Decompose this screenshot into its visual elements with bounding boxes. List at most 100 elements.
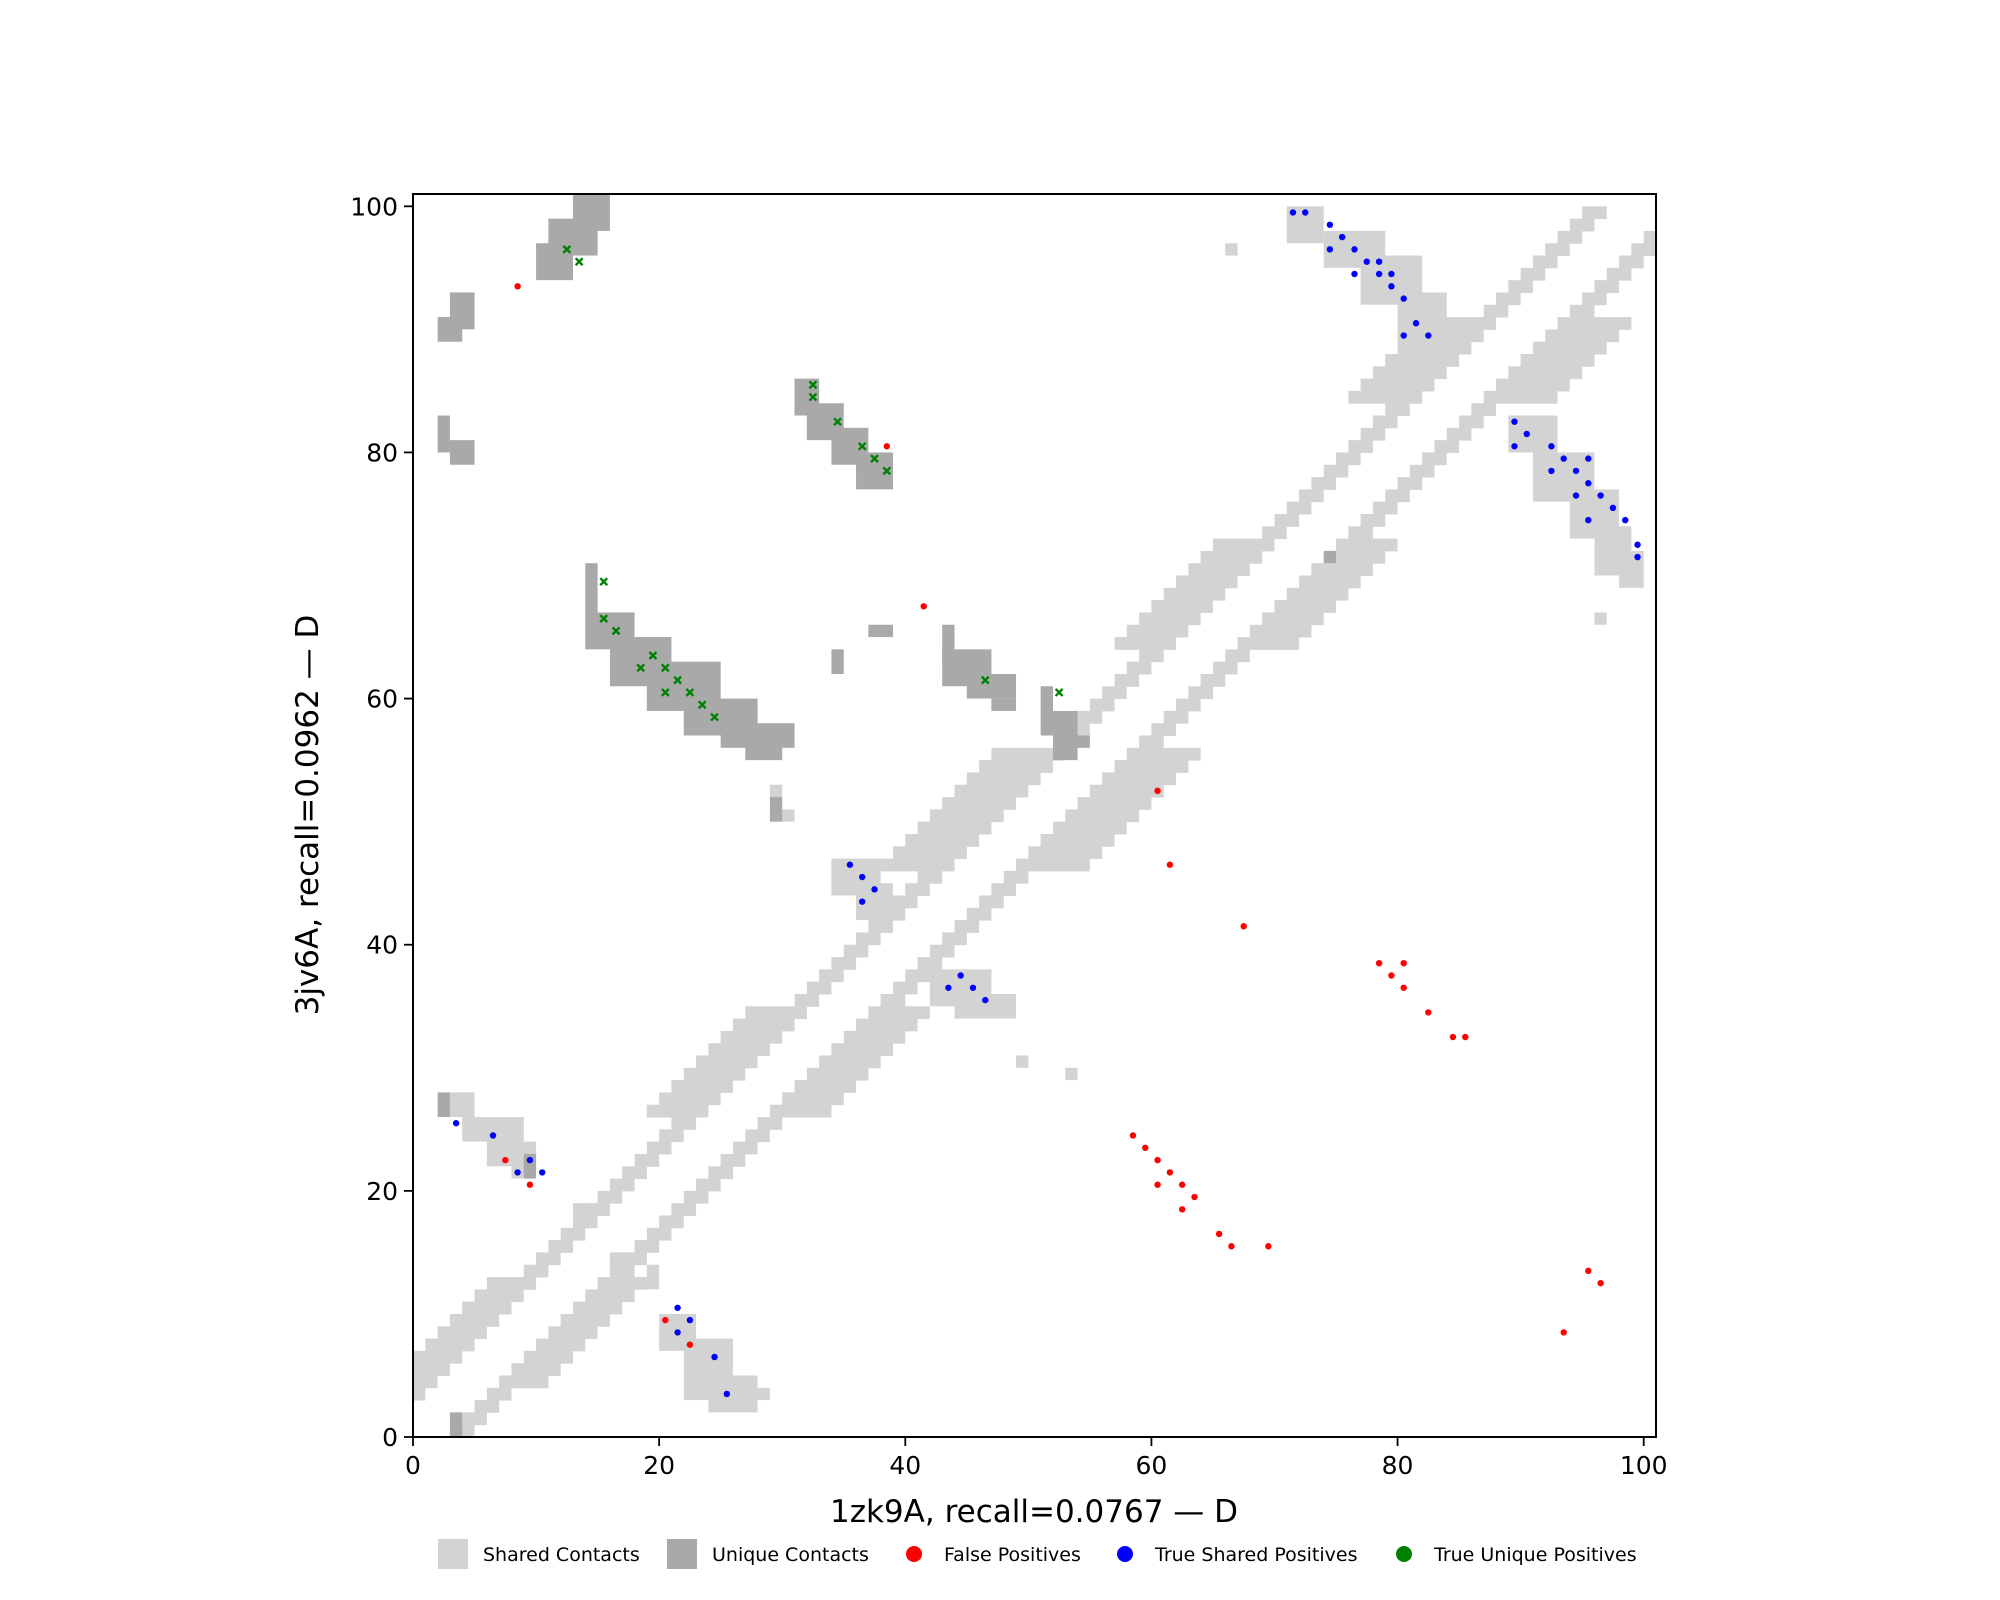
shared-contact-diagonal-cell bbox=[1237, 637, 1300, 650]
x-tick-label: 100 bbox=[1620, 1451, 1668, 1480]
shared-contact-diagonal-cell bbox=[609, 1178, 635, 1192]
shared-contact-diagonal-cell bbox=[1459, 415, 1484, 429]
false-positive-point bbox=[1142, 1144, 1149, 1151]
shared-contact-diagonal-cell bbox=[425, 1338, 475, 1352]
shared-contact-diagonal-cell bbox=[1003, 870, 1029, 884]
shared-contact-diagonal-cell bbox=[659, 1129, 684, 1143]
legend-item: True Shared Positives bbox=[1117, 1544, 1357, 1566]
shared-contact-diagonal-cell bbox=[979, 895, 1004, 909]
unique-contact-cell bbox=[745, 735, 783, 761]
shared-contact-diagonal-cell bbox=[1372, 501, 1398, 515]
shared-contact-diagonal-cell bbox=[683, 1067, 746, 1081]
shared-contact-diagonal-cell bbox=[1446, 427, 1472, 441]
shared-contact-diagonal-cell bbox=[572, 1215, 598, 1229]
shared-contact-diagonal-cell bbox=[1028, 846, 1103, 860]
shared-contact-diagonal-cell bbox=[1163, 710, 1189, 724]
true-shared-positive-point bbox=[1338, 233, 1346, 241]
unique-contact-cell bbox=[1040, 686, 1053, 736]
shared-contact-diagonal-cell bbox=[511, 1363, 561, 1376]
shared-contact-diagonal-cell bbox=[1286, 587, 1349, 601]
unique-contact-cell bbox=[437, 1092, 450, 1118]
shared-contact-diagonal-cell bbox=[1336, 452, 1361, 466]
shared-contact-diagonal-cell bbox=[843, 944, 869, 958]
true-shared-positive-point bbox=[1523, 430, 1530, 438]
shared-contact-diagonal-cell bbox=[794, 993, 820, 1007]
unique-contact-cell bbox=[449, 440, 475, 465]
y-tick-label: 40 bbox=[366, 931, 398, 960]
true-shared-positive-point bbox=[982, 996, 989, 1004]
shared-contact-diagonal-cell bbox=[1200, 673, 1226, 687]
shared-contact-diagonal-cell bbox=[1508, 366, 1583, 380]
true-shared-positive-point bbox=[1351, 270, 1358, 278]
shared-contact-diagonal-cell bbox=[683, 1190, 709, 1204]
true-shared-positive-point bbox=[1302, 209, 1309, 216]
true-shared-positive-point bbox=[1634, 553, 1641, 561]
legend-swatch bbox=[1396, 1546, 1412, 1562]
true-unique-positive-point bbox=[599, 614, 609, 623]
shared-contact-diagonal-cell bbox=[1139, 649, 1164, 663]
legend-label: Unique Contacts bbox=[712, 1544, 869, 1566]
true-unique-positive-point bbox=[636, 663, 646, 673]
true-unique-positive-point bbox=[857, 441, 867, 451]
true-shared-positive-point bbox=[1572, 467, 1580, 475]
true-unique-positive-point bbox=[808, 380, 818, 390]
shared-contact-diagonal-cell bbox=[1188, 563, 1250, 577]
shared-contact-diagonal-cell bbox=[1052, 821, 1127, 835]
shared-contact-diagonal-cell bbox=[1212, 661, 1238, 675]
true-shared-positive-point bbox=[711, 1353, 718, 1361]
shared-contact-diagonal-cell bbox=[1631, 243, 1656, 257]
legend-label: True Shared Positives bbox=[1154, 1544, 1357, 1566]
true-shared-positive-point bbox=[686, 1316, 694, 1324]
legend-swatch bbox=[906, 1546, 922, 1562]
shared-contact-diagonal-cell bbox=[917, 957, 943, 970]
true-shared-positive-point bbox=[1400, 295, 1407, 302]
shared-contact-diagonal-cell bbox=[917, 821, 992, 835]
shared-contact-diagonal-cell bbox=[437, 1326, 487, 1340]
shared-contact-diagonal-cell bbox=[646, 1227, 672, 1241]
shared-contact-diagonal-cell bbox=[806, 981, 832, 995]
y-tick-label: 0 bbox=[382, 1423, 398, 1452]
shared-contact-diagonal-cell bbox=[1176, 575, 1238, 589]
shared-contact-diagonal-cell bbox=[462, 1412, 487, 1426]
shared-contact-diagonal-cell bbox=[880, 858, 955, 872]
shared-contact-diagonal-cell bbox=[745, 1129, 770, 1143]
true-shared-positive-point bbox=[1326, 221, 1334, 228]
shared-contact-diagonal-cell bbox=[1200, 550, 1263, 564]
shared-contact-diagonal-cell bbox=[1508, 280, 1533, 293]
unique-contact-cell bbox=[868, 624, 893, 638]
plot-frame bbox=[412, 193, 1657, 1438]
shared-contact-diagonal-cell bbox=[486, 1387, 512, 1401]
shared-contact-cell bbox=[646, 1264, 660, 1290]
unique-contacts-layer bbox=[437, 194, 1337, 1437]
false-positive-point bbox=[920, 603, 927, 610]
shared-contact-diagonal-cell bbox=[966, 907, 992, 921]
false-positive-point bbox=[1597, 1279, 1604, 1287]
shared-contact-diagonal-cell bbox=[1077, 710, 1103, 724]
shared-contact-diagonal-cell bbox=[769, 1104, 832, 1118]
shared-contact-diagonal-cell bbox=[1348, 526, 1373, 540]
shared-contact-diagonal-cell bbox=[1176, 698, 1201, 712]
shared-contact-diagonal-cell bbox=[708, 1043, 770, 1056]
legend-swatch bbox=[667, 1539, 697, 1569]
shared-contact-diagonal-cell bbox=[856, 1018, 918, 1032]
shared-contact-diagonal-cell bbox=[1299, 489, 1324, 503]
shared-contact-diagonal-cell bbox=[856, 932, 881, 946]
false-positive-point bbox=[883, 443, 891, 450]
shared-contact-diagonal-cell bbox=[634, 1240, 660, 1253]
shared-contact-diagonal-cell bbox=[413, 1350, 463, 1364]
shared-contact-diagonal-cell bbox=[831, 957, 857, 970]
legend-item: Unique Contacts bbox=[667, 1539, 869, 1569]
shared-contact-diagonal-cell bbox=[732, 1141, 758, 1155]
shared-contact-diagonal-cell bbox=[1249, 624, 1312, 638]
true-shared-positive-point bbox=[1375, 270, 1383, 278]
shared-contact-diagonal-cell bbox=[868, 1006, 930, 1020]
shared-contact-diagonal-cell bbox=[1545, 243, 1570, 257]
true-shared-positive-point bbox=[1363, 258, 1370, 265]
true-shared-positive-point bbox=[945, 984, 952, 991]
true-unique-positive-point bbox=[660, 663, 670, 673]
shared-contact-diagonal-cell bbox=[1520, 267, 1546, 281]
true-shared-positive-point bbox=[1572, 492, 1580, 499]
false-positive-point bbox=[1265, 1243, 1272, 1250]
shared-contact-cell bbox=[1225, 243, 1238, 256]
